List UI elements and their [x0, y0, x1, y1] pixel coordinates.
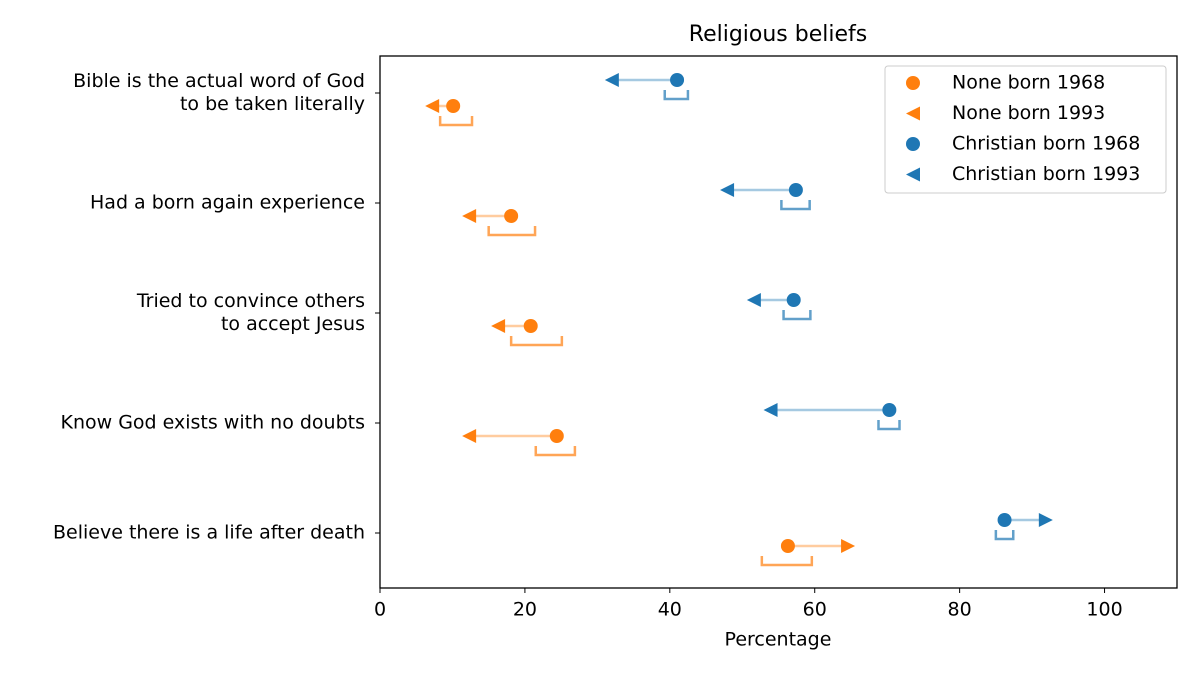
- legend-marker: [906, 76, 920, 90]
- interval-bracket: [663, 90, 690, 101]
- triangle-marker: [746, 293, 761, 307]
- interval-bracket: [487, 226, 537, 237]
- triangle-marker: [720, 183, 735, 197]
- circle-marker: [786, 293, 801, 307]
- interval-bracket: [534, 446, 577, 457]
- circle-marker: [780, 539, 795, 553]
- y-tick-label: Had a born again experience: [90, 191, 365, 214]
- triangle-marker: [604, 73, 619, 87]
- triangle-marker: [462, 209, 477, 223]
- x-tick-label: 20: [513, 599, 537, 621]
- legend-marker: [906, 167, 920, 182]
- interval-bracket: [509, 336, 564, 347]
- plot-frame: [379, 55, 1178, 589]
- circle-marker: [504, 209, 519, 223]
- legend-label: Christian born 1968: [952, 133, 1140, 155]
- y-tick-label: Tried to convince others to accept Jesus: [136, 290, 365, 335]
- x-tick-label: 40: [658, 599, 682, 621]
- circle-marker: [788, 183, 803, 197]
- interval-bracket: [782, 310, 812, 321]
- triangle-marker: [1038, 513, 1053, 527]
- circle-marker: [549, 429, 564, 443]
- circle-marker: [523, 319, 538, 333]
- circle-marker: [446, 99, 461, 113]
- triangle-marker: [425, 99, 440, 113]
- y-tick-label: Bible is the actual word of God to be ta…: [73, 70, 365, 115]
- legend-label: Christian born 1993: [952, 163, 1140, 185]
- legend-marker: [906, 137, 920, 151]
- interval-bracket: [780, 200, 811, 211]
- legend-box: [884, 65, 1167, 194]
- legend-label: None born 1968: [952, 72, 1105, 94]
- circle-marker: [882, 403, 897, 417]
- circle-marker: [670, 73, 685, 87]
- legend-label: None born 1993: [952, 102, 1105, 124]
- circle-marker: [997, 513, 1012, 527]
- interval-bracket: [877, 420, 901, 431]
- x-tick-label: 0: [374, 599, 386, 621]
- interval-bracket: [760, 556, 814, 567]
- chart-title: Religious beliefs: [689, 22, 867, 47]
- x-tick-label: 100: [1086, 599, 1122, 621]
- interval-bracket: [994, 530, 1015, 541]
- triangle-marker: [763, 403, 778, 417]
- triangle-marker: [491, 319, 506, 333]
- y-tick-label: Believe there is a life after death: [53, 521, 365, 544]
- x-axis-label: Percentage: [725, 629, 832, 651]
- x-tick-label: 80: [948, 599, 972, 621]
- y-tick-label: Know God exists with no doubts: [60, 411, 365, 434]
- interval-bracket: [438, 116, 474, 127]
- triangle-marker: [841, 539, 856, 553]
- x-tick-label: 60: [803, 599, 827, 621]
- triangle-marker: [462, 429, 477, 443]
- legend-marker: [906, 106, 920, 121]
